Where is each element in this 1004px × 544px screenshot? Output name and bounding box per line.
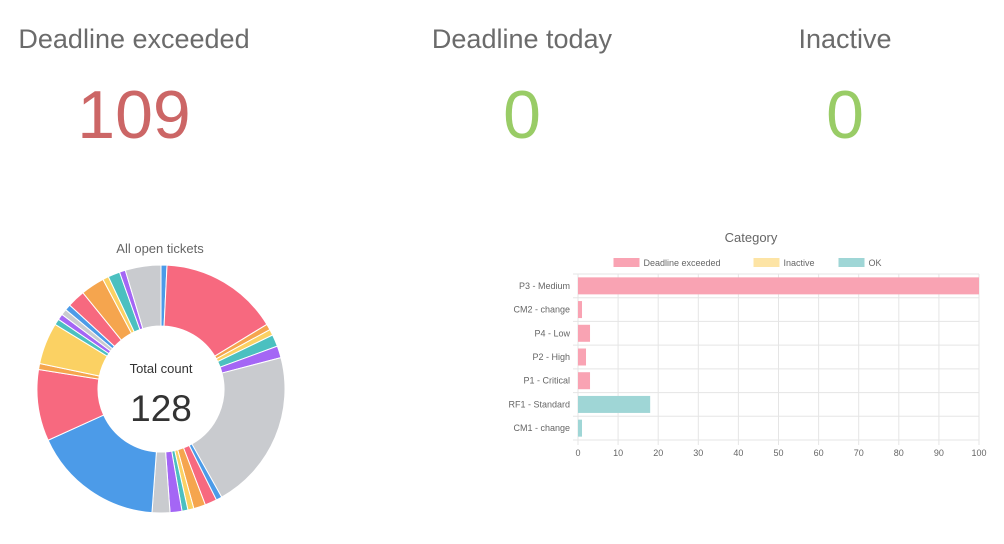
bar-category-labels: P3 - Medium CM2 - change P4 - Low P2 - High…	[508, 281, 570, 433]
x-tick-label-3: 30	[693, 448, 703, 458]
donut-slice-6[interactable]	[191, 357, 286, 498]
bar-1-0[interactable]	[578, 301, 583, 319]
bar-legend: Deadline exceeded Inactive OK	[613, 258, 882, 268]
category-label-1: CM2 - change	[513, 305, 570, 315]
x-tick-label-9: 90	[934, 448, 944, 458]
legend-swatch-1[interactable]	[753, 258, 780, 267]
category-label-2: P4 - Low	[534, 328, 570, 338]
category-label-5: RF1 - Standard	[508, 399, 570, 409]
bar-2-0[interactable]	[578, 324, 591, 342]
x-tick-label-2: 20	[653, 448, 663, 458]
kpi-inactive: Inactive 0	[780, 24, 910, 149]
x-tick-label-6: 60	[814, 448, 824, 458]
bar-grid	[573, 273, 980, 445]
bar-tick-labels: 0 10 20 30 40 50 60 70 80 90 100	[575, 448, 986, 458]
kpi-deadline-today: Deadline today 0	[420, 24, 624, 149]
donut-chart-title: All open tickets	[116, 241, 204, 256]
category-label-6: CM1 - change	[513, 423, 570, 433]
bar-4-0[interactable]	[578, 372, 591, 390]
category-label-3: P2 - High	[532, 352, 570, 362]
bar-chart-panel: Category Deadline exceeded Inactive OK P3 …	[500, 224, 1004, 544]
donut-chart-panel: Total count 128 All open tickets	[0, 236, 330, 536]
category-label-4: P1 - Critical	[523, 376, 570, 386]
x-tick-label-5: 50	[773, 448, 783, 458]
legend-swatch-0[interactable]	[613, 258, 640, 267]
donut-center-label: Total count	[130, 361, 193, 376]
donut-chart: Total count 128	[36, 264, 286, 514]
category-label-0: P3 - Medium	[519, 281, 570, 291]
legend-swatch-2[interactable]	[838, 258, 865, 267]
x-tick-label-7: 70	[854, 448, 864, 458]
legend-label-1[interactable]: Inactive	[784, 258, 815, 268]
donut-center-value: 128	[130, 388, 192, 429]
bar-chart: Category Deadline exceeded Inactive OK P3 …	[508, 230, 986, 458]
x-tick-label-0: 0	[575, 448, 580, 458]
x-tick-label-8: 80	[894, 448, 904, 458]
kpi-deadline-exceeded-value: 109	[77, 77, 191, 153]
kpi-deadline-exceeded-label: Deadline exceeded	[18, 24, 250, 54]
donut-slice-27[interactable]	[124, 264, 162, 330]
bar-5-2[interactable]	[578, 395, 651, 413]
kpi-inactive-value: 0	[826, 77, 864, 153]
x-tick-label-10: 100	[971, 448, 986, 458]
bar-3-0[interactable]	[578, 348, 587, 366]
bar-0-0[interactable]	[578, 277, 979, 295]
x-tick-label-4: 40	[733, 448, 743, 458]
kpi-deadline-today-label: Deadline today	[431, 24, 613, 54]
kpi-inactive-label: Inactive	[798, 24, 892, 54]
bar-chart-title: Category	[725, 230, 778, 245]
legend-label-0[interactable]: Deadline exceeded	[644, 258, 721, 268]
kpi-deadline-exceeded: Deadline exceeded 109	[13, 24, 255, 149]
legend-label-2[interactable]: OK	[869, 258, 882, 268]
kpi-deadline-today-value: 0	[503, 77, 541, 153]
x-tick-label-1: 10	[613, 448, 623, 458]
bar-6-2[interactable]	[578, 419, 583, 437]
donut-slices	[36, 264, 286, 514]
bar-marks	[578, 277, 979, 437]
